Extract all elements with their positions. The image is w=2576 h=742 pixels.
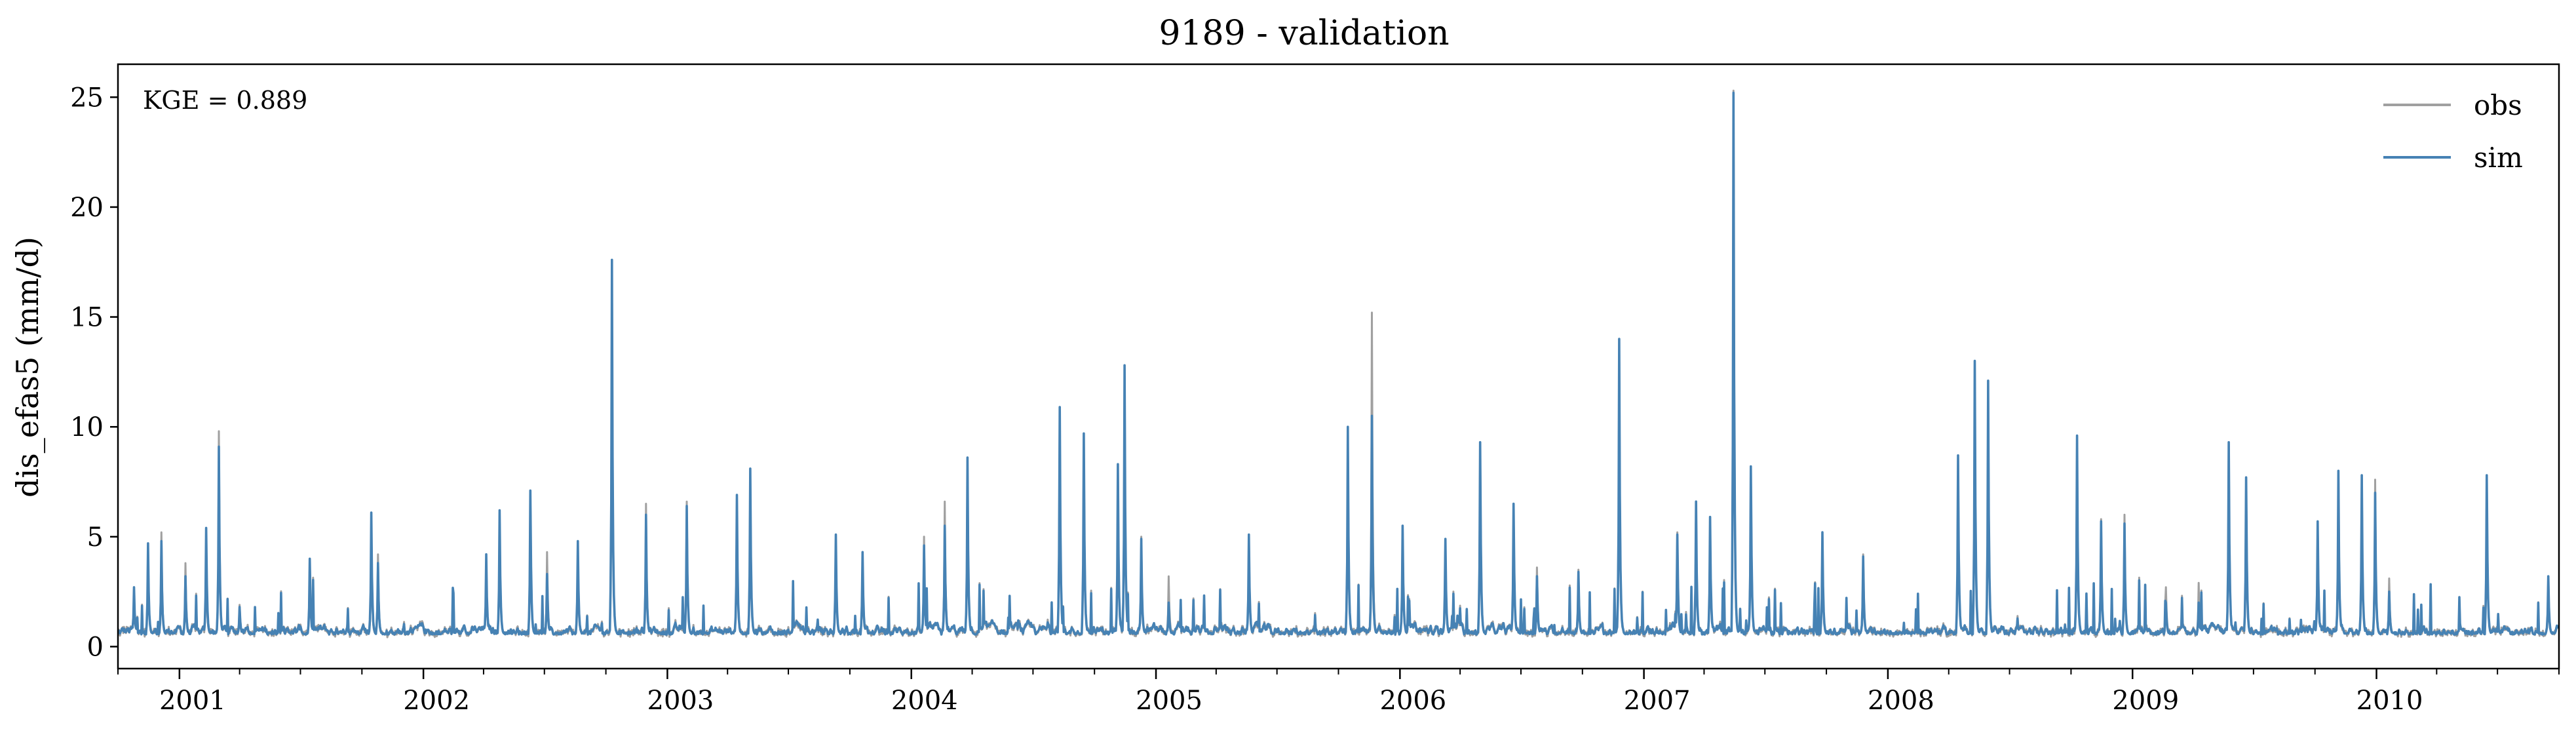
axes: 0 5 10 15 20 25 2001 2002 2003 2004 2005 2006 2007 20…	[70, 63, 2560, 716]
x-tick-label: 2003	[647, 686, 714, 716]
chart-title: 9189 - validation	[1159, 14, 1449, 53]
series-line-sim	[118, 91, 2559, 636]
legend: obs sim	[2383, 89, 2523, 174]
legend-label-obs: obs	[2474, 89, 2522, 121]
x-tick-label: 2008	[1868, 686, 1934, 716]
y-axis-label: dis_efas5 (mm/d)	[10, 237, 45, 498]
y-tick-label: 10	[70, 412, 104, 442]
y-tick-label: 0	[87, 632, 104, 662]
y-tick-label: 25	[70, 83, 104, 113]
x-tick-label: 2005	[1136, 686, 1202, 716]
kge-annotation: KGE = 0.889	[143, 86, 307, 115]
x-tick-label: 2002	[403, 686, 470, 716]
legend-label-sim: sim	[2474, 142, 2523, 174]
x-tick-label: 2001	[159, 686, 226, 716]
x-tick-label: 2007	[1624, 686, 1691, 716]
y-tick-label: 5	[87, 522, 104, 553]
x-tick-label: 2006	[1379, 686, 1446, 716]
y-tick-label: 20	[70, 193, 104, 223]
x-tick-label: 2009	[2112, 686, 2179, 716]
x-tick-label: 2004	[891, 686, 958, 716]
x-tick-label: 2010	[2356, 686, 2423, 716]
y-tick-label: 15	[70, 303, 104, 333]
